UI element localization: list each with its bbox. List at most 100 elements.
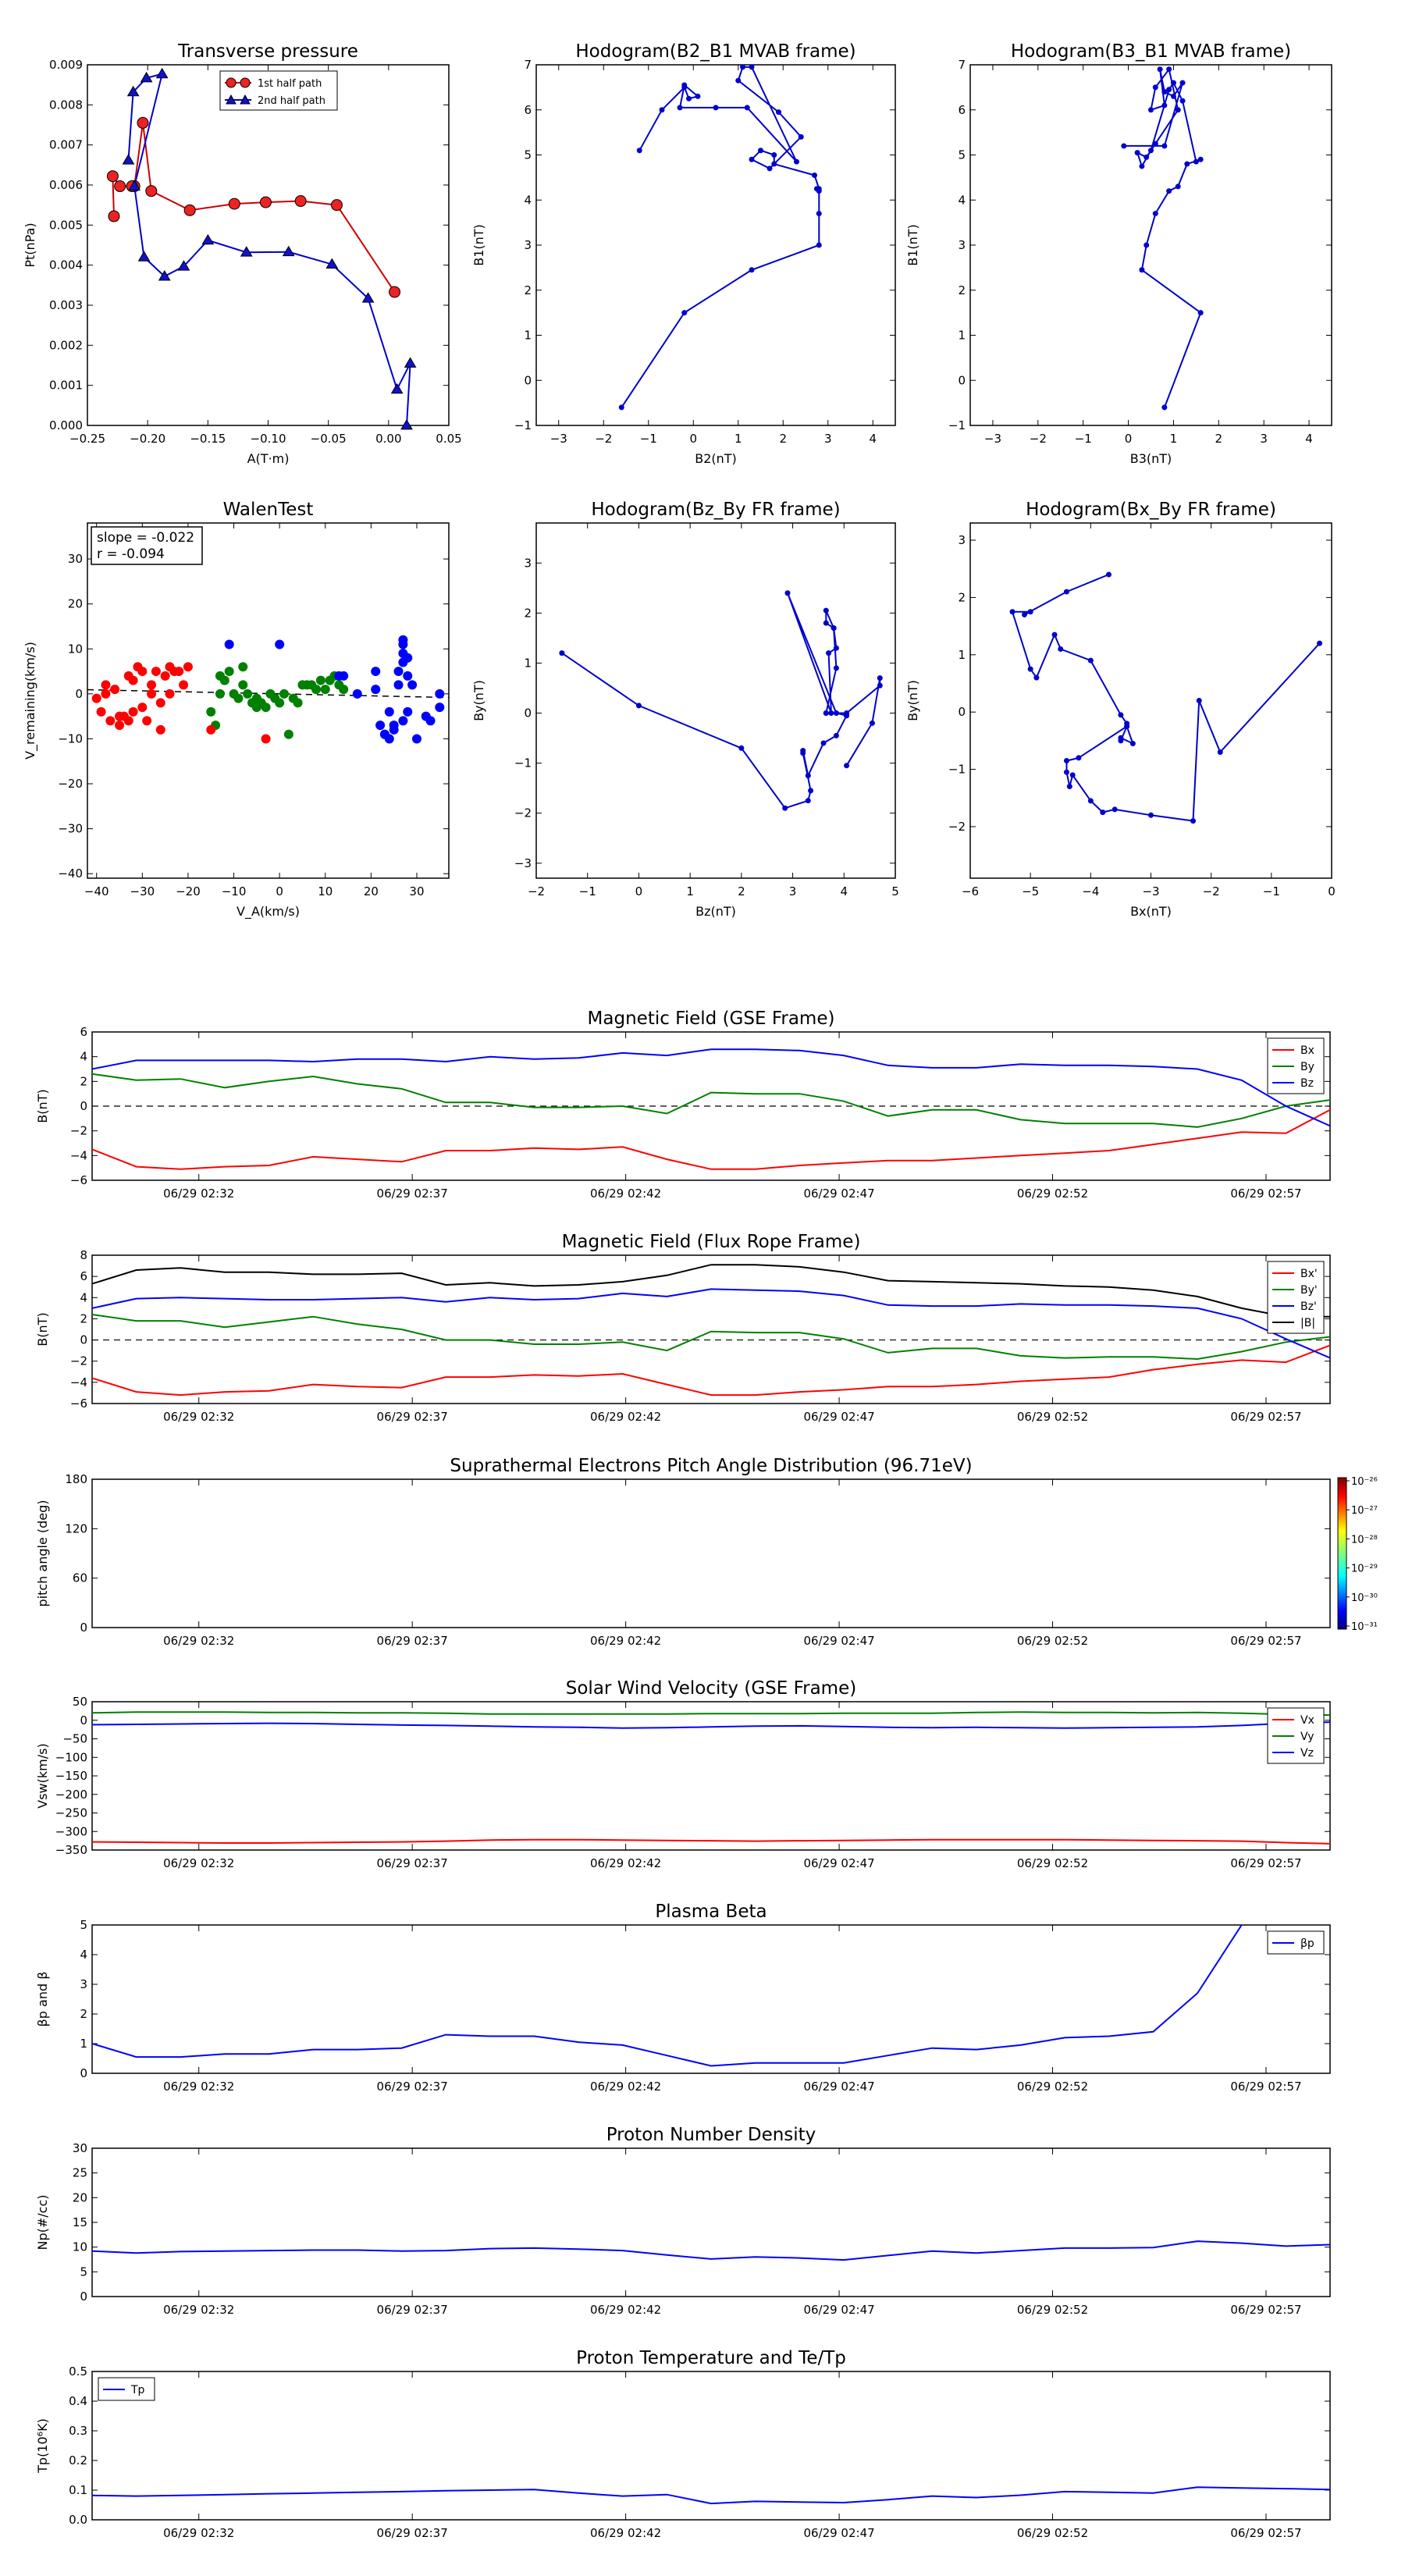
bfr-legend-label: Bx' (1300, 1268, 1318, 1280)
tp-point (201, 233, 215, 245)
tp-point (400, 419, 413, 430)
hod1-title: Hodogram(B2_B1 MVAB frame) (575, 41, 855, 62)
hodfr2-point (1063, 589, 1069, 595)
walen-ytick-label: −30 (58, 822, 83, 836)
beta-chart: Plasma Beta 06/29 02:32 06/29 02:37 06/29 0… (35, 1902, 1331, 2094)
hodfr2-point (1066, 784, 1072, 790)
hod1-point (740, 64, 745, 70)
tp-point (228, 197, 240, 210)
walen-point (137, 703, 148, 713)
tp2-title: Proton Temperature and Te/Tp (576, 2348, 846, 2368)
hod2-ytick-label: 0 (958, 373, 966, 387)
hodfr2-point (1100, 809, 1106, 816)
np-ytick-label: 10 (73, 2240, 87, 2254)
hod1-ytick-label: −1 (514, 418, 532, 432)
hod1-ytick-label: 2 (524, 283, 532, 297)
hod1-point (816, 211, 822, 217)
pad-xtick-label: 06/29 02:42 (590, 1634, 661, 1648)
bgse-ytick-label: 0 (80, 1099, 87, 1113)
pad-colorbar (1337, 1477, 1347, 1630)
tp2-ytick-label: 0.0 (69, 2513, 87, 2527)
hod2-xtick-label: −3 (984, 432, 1001, 446)
hod1-ytick-label: 3 (524, 238, 532, 252)
walen-point (411, 734, 422, 744)
bgse-legend-label: By (1300, 1061, 1314, 1073)
hodfr2-point (1317, 640, 1323, 646)
hodfr1-point (833, 665, 839, 671)
tp2-xtick-label: 06/29 02:47 (803, 2526, 874, 2540)
bfr-series-line-2 (92, 1288, 1330, 1359)
hod2-title: Hodogram(B3_B1 MVAB frame) (1011, 41, 1291, 62)
hod2-ytick-label: 4 (958, 193, 966, 207)
hod1-ytick-label: 4 (524, 193, 532, 207)
bfr-legend-label: Bz' (1300, 1300, 1317, 1313)
beta-ytick-label: 1 (80, 2037, 87, 2051)
walen-point (389, 720, 399, 731)
walen-point (96, 706, 106, 717)
beta-ytick-label: 0 (80, 2066, 87, 2080)
walen-point (398, 635, 408, 645)
tp-point (140, 71, 153, 83)
pad-xtick-label: 06/29 02:52 (1017, 1634, 1088, 1648)
hodfr2-point (1051, 632, 1058, 638)
pad-ylabel: pitch angle (deg) (35, 1500, 50, 1606)
bgse-ytick-label: −6 (70, 1173, 87, 1187)
hodfr2-point (1190, 818, 1197, 824)
vsw-xtick-label: 06/29 02:52 (1017, 1856, 1088, 1870)
hod2-point (1161, 404, 1168, 411)
tp-point (114, 180, 126, 193)
hodfr2-xtick-label: −4 (1082, 884, 1099, 898)
hodfr1-point (823, 710, 829, 717)
beta-xtick-label: 06/29 02:57 (1230, 2080, 1301, 2094)
hod2-point (1139, 163, 1145, 169)
walen-point (206, 706, 216, 717)
hod1-ytick-label: 6 (524, 103, 532, 117)
tp-point (282, 245, 295, 257)
hodfr1-ytick-label: 3 (524, 556, 532, 570)
hod2-point (1175, 107, 1181, 113)
hod2-point (1152, 141, 1158, 147)
hodfr1-ytick-label: −2 (514, 806, 532, 820)
np-chart: Proton Number Density 06/29 02:32 06/29 02… (35, 2125, 1331, 2317)
hodfr1-point (805, 773, 811, 779)
walen-point (101, 688, 111, 699)
beta-xtick-label: 06/29 02:52 (1017, 2080, 1088, 2094)
hod1-ylabel: B1(nT) (471, 224, 486, 266)
bgse-xtick-label: 06/29 02:52 (1017, 1187, 1088, 1201)
hodfr2-ytick-label: −1 (948, 763, 966, 777)
hod2-path (1123, 67, 1202, 408)
bfr-xtick-label: 06/29 02:42 (590, 1410, 661, 1424)
vsw-ytick-label: 0 (80, 1713, 87, 1727)
walen-xlabel: V_A(km/s) (237, 904, 300, 920)
walen-point (101, 680, 111, 690)
tp-xlabel: A(T·m) (247, 451, 290, 466)
tp-point (389, 286, 401, 298)
walen-point (339, 671, 349, 681)
hod1-point (659, 107, 665, 113)
tp-xtick-label: 0.00 (375, 432, 401, 446)
pad-colorbar-label: 10⁻³¹ (1351, 1621, 1378, 1633)
walen-point (151, 667, 161, 677)
vsw-ytick-label: −250 (55, 1806, 87, 1820)
vsw-legend-label: Vz (1300, 1747, 1314, 1759)
tp-point (183, 204, 196, 216)
bgse-ytick-label: 6 (80, 1025, 87, 1039)
walen-point (105, 716, 116, 726)
hodfr1-ytick-label: −3 (514, 856, 532, 870)
hod1-point (771, 152, 777, 158)
hodfr2-point (1124, 724, 1130, 730)
hod1-plot-frame (535, 64, 896, 426)
beta-title: Plasma Beta (655, 1902, 767, 1922)
hod2-point (1121, 143, 1127, 149)
hod1-xtick-label: 4 (869, 432, 877, 446)
walen-point (128, 706, 138, 717)
hod2-point (1175, 183, 1181, 190)
hod2-chart: Hodogram(B3_B1 MVAB frame) −3 −2 −1 0 1 2 3 4 −1 0… (905, 41, 1332, 466)
np-plot-frame (91, 2147, 1331, 2297)
hodfr2-point (1105, 571, 1112, 578)
walen-point (224, 667, 234, 677)
hodfr2-point (1069, 772, 1076, 778)
bfr-xtick-label: 06/29 02:32 (163, 1410, 234, 1424)
tp-point (390, 382, 404, 394)
hodfr2-xtick-label: −2 (1203, 884, 1220, 898)
